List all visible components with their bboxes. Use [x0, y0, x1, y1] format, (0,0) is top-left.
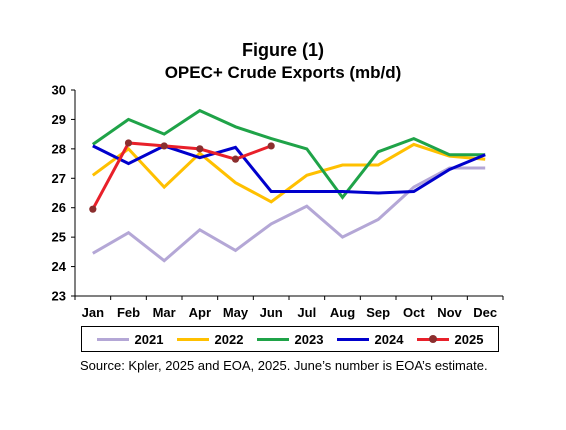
legend-marker-2025 [428, 334, 437, 343]
chart-subtitle: OPEC+ Crude Exports (mb/d) [164, 63, 402, 82]
legend-label-2023: 2023 [294, 331, 324, 347]
y-tick-label: 28 [52, 141, 66, 156]
legend-swatch-2021 [96, 337, 129, 341]
legend-swatch-2023 [256, 337, 289, 341]
x-tick-label: Jan [82, 305, 104, 320]
x-tick-label: Jun [260, 305, 283, 320]
chart-title: Figure (1) [241, 40, 324, 60]
legend-item-2025: 2025 [416, 331, 484, 347]
y-tick-label: 29 [52, 112, 66, 127]
legend-swatch-2022 [176, 337, 209, 341]
legend-item-2021: 2021 [96, 331, 164, 347]
legend-label-2024: 2024 [374, 331, 404, 347]
legend-label-2021: 2021 [134, 331, 164, 347]
chart-plot: 23 24 25 26 27 28 29 30 Jan Feb Mar Apr May Jun Jul Aug… [52, 83, 504, 320]
x-tick-label: Jul [297, 305, 316, 320]
y-tick-label: 24 [52, 259, 67, 274]
y-tick-label: 25 [52, 230, 66, 245]
legend-label-2022: 2022 [214, 331, 244, 347]
series-line-2024 [92, 144, 486, 195]
series-line-2022 [91, 142, 486, 204]
data-point-2025 [160, 142, 168, 150]
x-tick-label: Feb [117, 305, 140, 320]
data-point-2025 [196, 145, 204, 153]
data-point-2025 [124, 139, 133, 147]
series-line-2023 [91, 108, 486, 200]
legend-label-2025: 2025 [454, 331, 484, 347]
legend-item-2023: 2023 [256, 331, 324, 347]
x-tick-label: Sep [366, 305, 390, 320]
x-tick-label: Aug [330, 305, 355, 320]
data-point-2025 [231, 155, 240, 163]
legend-item-2022: 2022 [176, 331, 244, 347]
x-tick-label: Nov [437, 305, 462, 320]
legend-item-2024: 2024 [336, 331, 404, 347]
legend-swatch-2025 [416, 334, 449, 343]
x-tick-label: Dec [473, 305, 497, 320]
legend-swatch-2024 [336, 337, 369, 341]
x-tick-label: Apr [189, 305, 211, 320]
x-tick-label: Oct [403, 305, 425, 320]
data-point-2025 [267, 142, 275, 150]
y-tick-label: 23 [52, 289, 66, 304]
y-tick-label: 26 [52, 200, 66, 215]
series-line-2021 [92, 166, 486, 263]
x-tick-label: May [223, 305, 249, 320]
data-point-2025 [89, 205, 97, 213]
source-note: Source: Kpler, 2025 and EOA, 2025. June’… [80, 358, 488, 373]
y-tick-label: 27 [52, 171, 66, 186]
y-tick-label: 30 [52, 83, 66, 98]
x-tick-label: Mar [153, 305, 176, 320]
chart-legend: 2021 2022 2023 2024 2025 [81, 326, 499, 352]
series-line-2025 [91, 141, 272, 210]
